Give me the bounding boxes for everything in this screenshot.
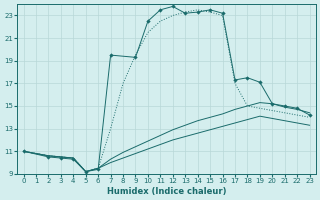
X-axis label: Humidex (Indice chaleur): Humidex (Indice chaleur) <box>107 187 226 196</box>
